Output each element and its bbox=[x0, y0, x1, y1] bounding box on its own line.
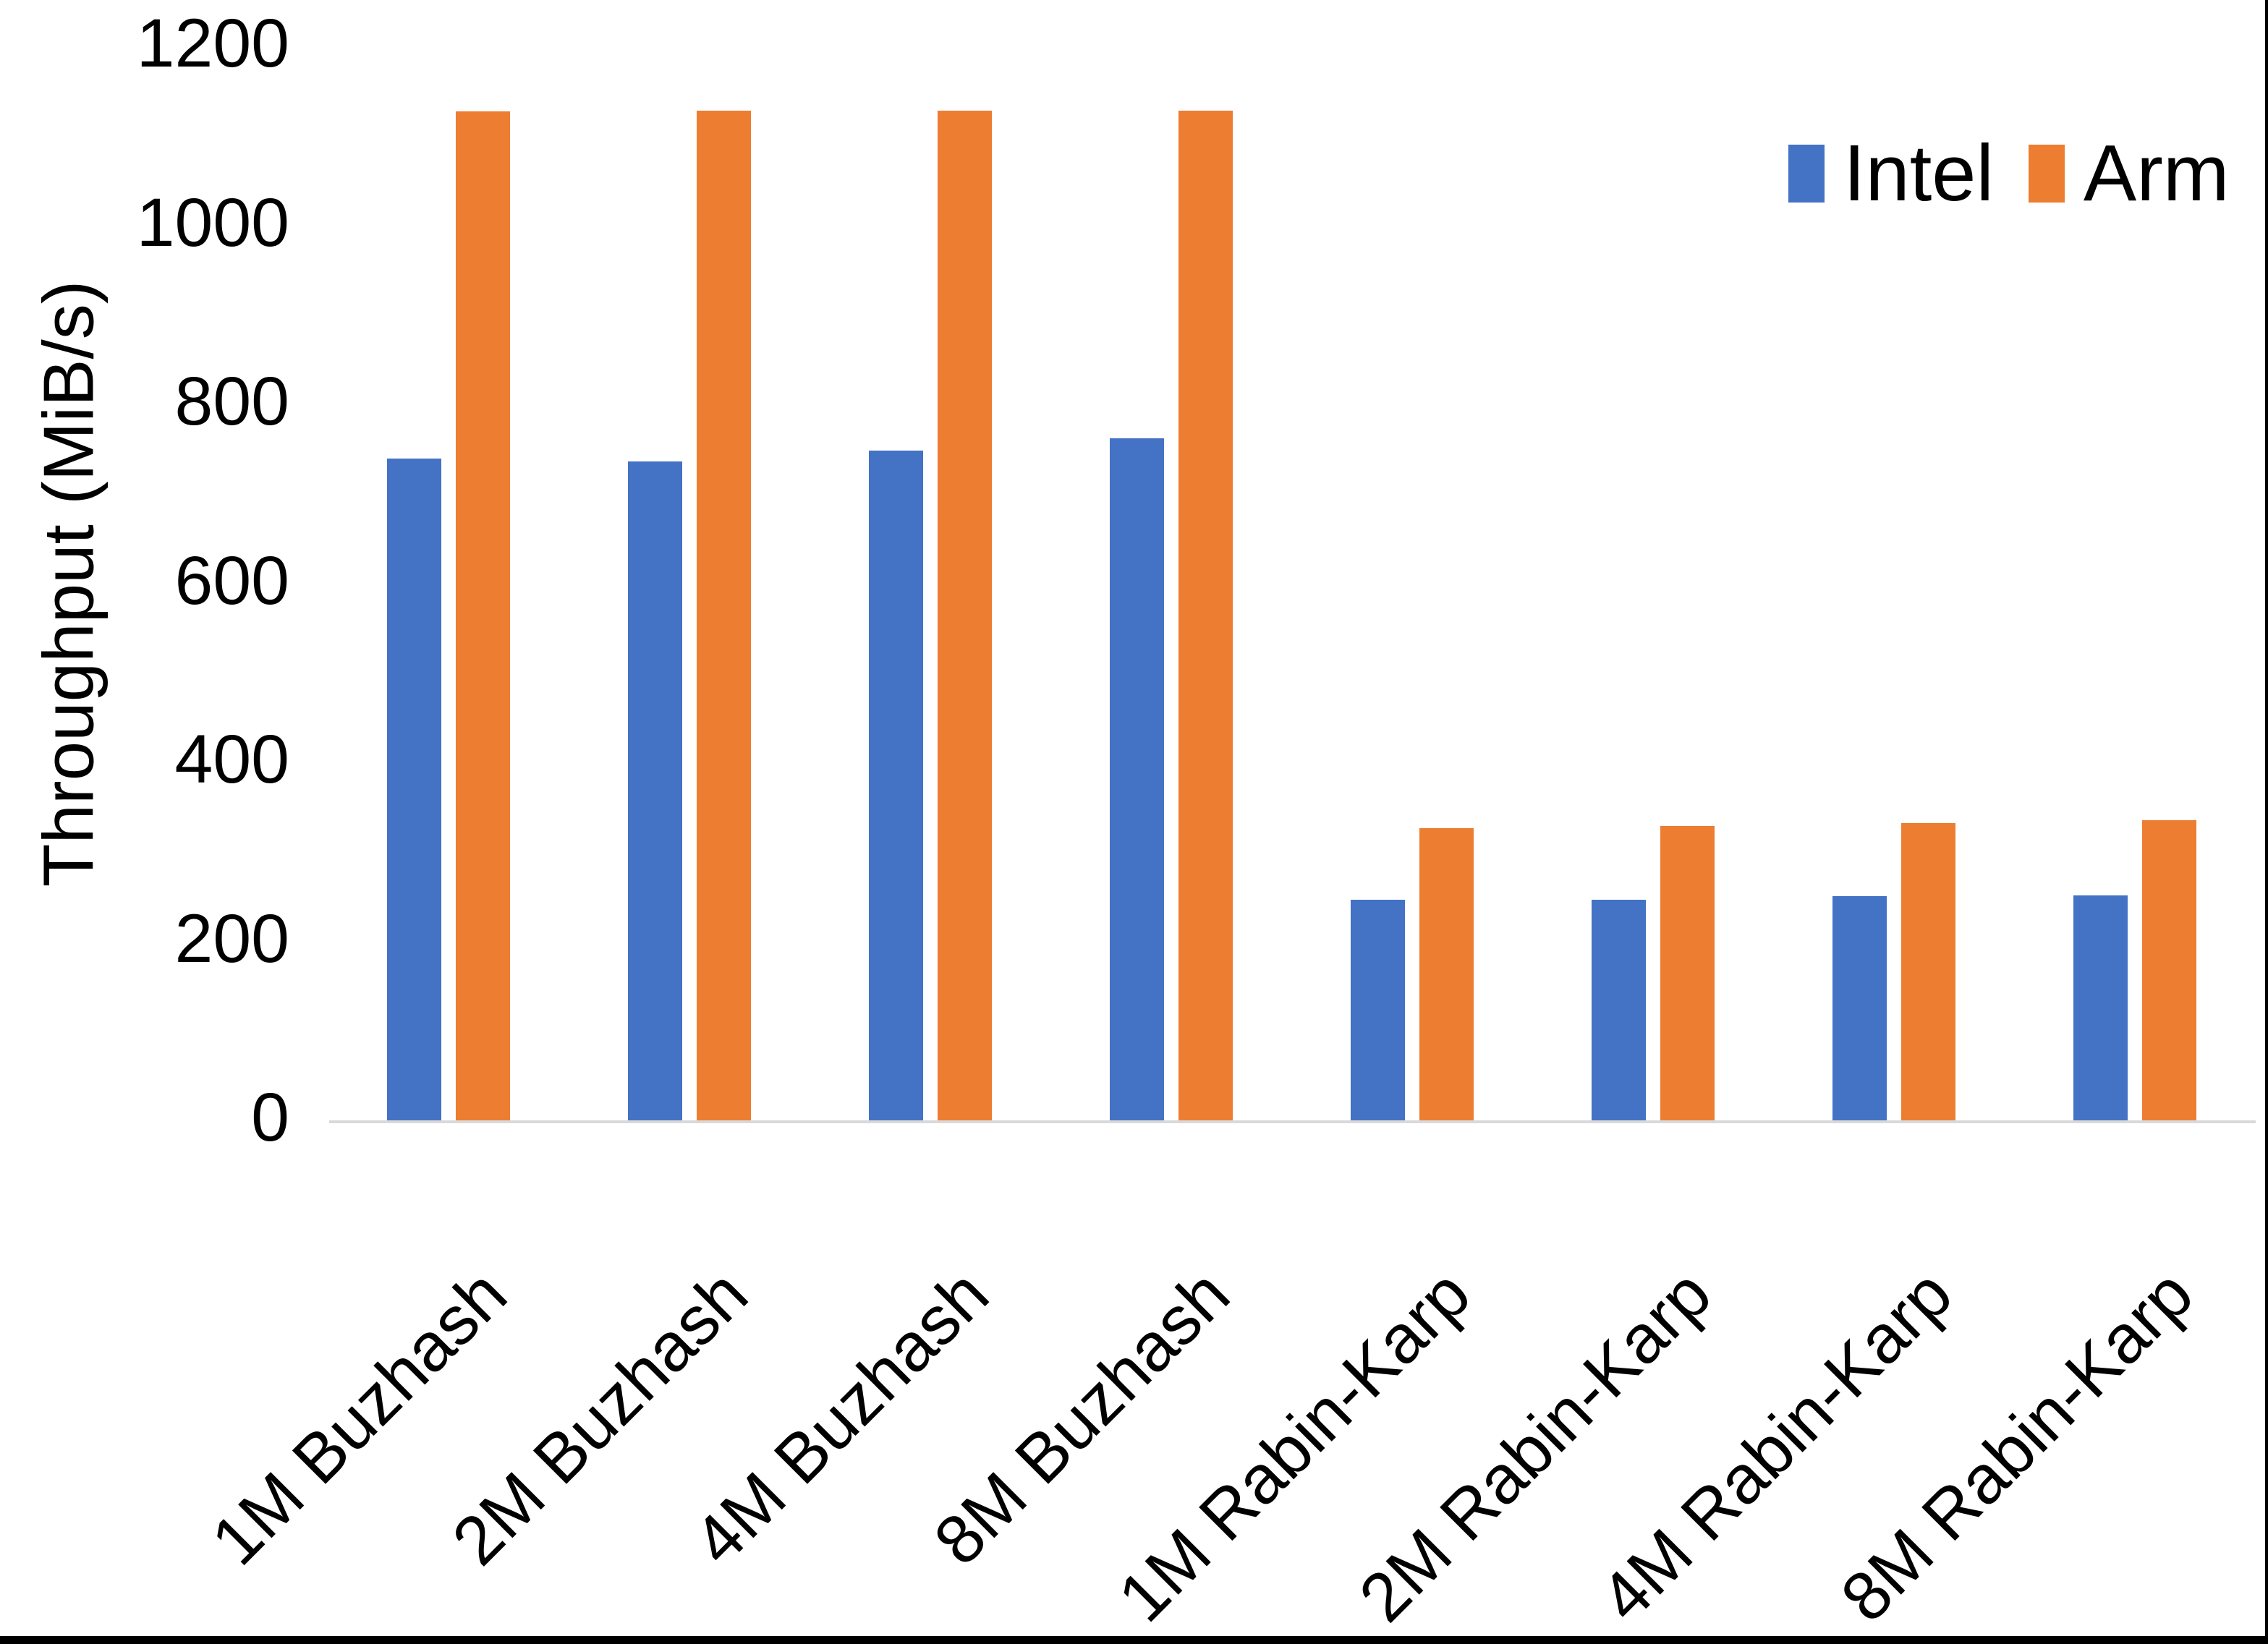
bar-arm-8 bbox=[2142, 820, 2196, 1121]
legend-label: Arm bbox=[2083, 129, 2230, 218]
legend-swatch-arm bbox=[2028, 145, 2065, 203]
legend-label: Intel bbox=[1843, 129, 1994, 218]
y-tick-label: 600 bbox=[174, 542, 289, 619]
bar-arm-1 bbox=[456, 111, 510, 1121]
legend-swatch-intel bbox=[1788, 145, 1825, 203]
y-tick-label: 200 bbox=[174, 900, 289, 977]
bar-arm-2 bbox=[697, 110, 751, 1121]
y-tick-label: 800 bbox=[174, 363, 289, 440]
bar-intel-6 bbox=[1592, 900, 1646, 1121]
bar-intel-4 bbox=[1110, 438, 1164, 1121]
bar-arm-7 bbox=[1901, 822, 1955, 1121]
bottom-border-bar bbox=[0, 1636, 2268, 1644]
bar-intel-7 bbox=[1832, 896, 1887, 1121]
bar-intel-3 bbox=[869, 451, 923, 1121]
y-tick-label: 1200 bbox=[136, 5, 289, 82]
legend-item-intel: Intel bbox=[1788, 134, 1994, 213]
bar-intel-2 bbox=[628, 461, 682, 1121]
y-tick-label: 1000 bbox=[136, 184, 289, 261]
y-tick-label: 400 bbox=[174, 721, 289, 798]
y-tick-label: 0 bbox=[251, 1079, 289, 1157]
right-border-bar bbox=[2265, 0, 2268, 1644]
bar-arm-3 bbox=[938, 110, 992, 1121]
legend: Intel Arm bbox=[1788, 134, 2230, 213]
legend-item-arm: Arm bbox=[2028, 129, 2230, 218]
bar-intel-8 bbox=[2073, 895, 2128, 1121]
x-axis-line bbox=[329, 1120, 2256, 1123]
bar-arm-4 bbox=[1178, 110, 1233, 1121]
bar-intel-1 bbox=[387, 459, 441, 1121]
bar-intel-5 bbox=[1351, 900, 1405, 1121]
bar-arm-6 bbox=[1660, 825, 1715, 1121]
bar-arm-5 bbox=[1419, 828, 1474, 1121]
